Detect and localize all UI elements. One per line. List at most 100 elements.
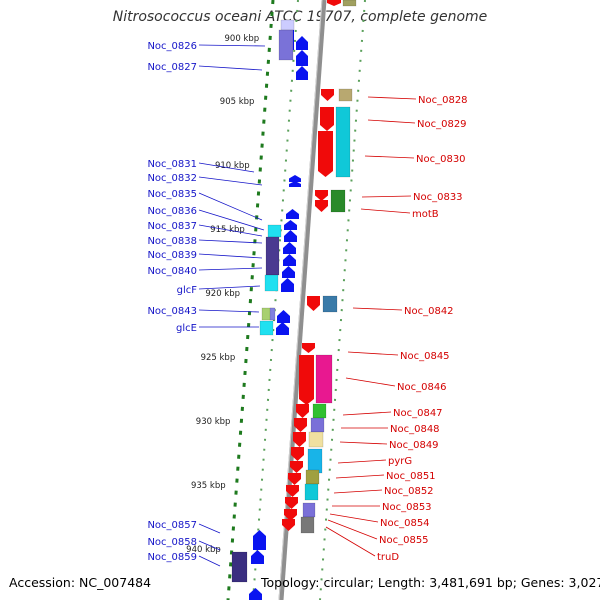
label-leader-left [198, 162, 255, 173]
topology-label: Topology: circular; Length: 3,481,691 bp… [261, 575, 600, 590]
gene-block-steel [322, 295, 338, 313]
gene-block-purple [278, 29, 294, 61]
label-leader-right [367, 96, 417, 100]
gene-arrow-red [288, 473, 301, 485]
gene-arrow-blue [283, 254, 296, 266]
gene-label-right: Noc_0848 [390, 424, 440, 435]
label-leader-right [337, 459, 387, 464]
label-leader-left [198, 267, 263, 271]
gene-arrow-blue [284, 230, 297, 242]
gene-label-right: Noc_0846 [397, 382, 447, 393]
label-leader-right [360, 208, 411, 214]
gene-arrow-red [291, 447, 304, 461]
gene-block-cyan [304, 483, 319, 501]
gene-label-right: Noc_0851 [386, 471, 436, 482]
gene-block-olive [342, 0, 357, 7]
scale-label: 910 kbp [215, 161, 250, 171]
gene-label-left: Noc_0826 [147, 41, 197, 52]
gene-block-cyan [267, 224, 282, 238]
label-leader-right [327, 519, 378, 540]
gene-block-green [330, 189, 346, 213]
gene-block-tan [338, 88, 353, 102]
gene-label-left: Noc_0857 [147, 520, 197, 531]
scale-label: 930 kbp [196, 417, 231, 427]
scale-label: 935 kbp [191, 481, 226, 491]
gene-label-left: Noc_0843 [147, 306, 197, 317]
gene-label-right: Noc_0854 [380, 518, 430, 529]
gene-arrow-blue [286, 209, 299, 219]
gene-arrow-red [321, 89, 334, 101]
gene-arrow-red [307, 296, 320, 311]
gene-label-right: Noc_0849 [389, 440, 439, 451]
label-leader-left [198, 540, 221, 551]
gene-label-right: Noc_0828 [418, 95, 468, 106]
gene-label-left: Noc_0838 [147, 236, 197, 247]
gene-arrow-blue [277, 310, 290, 323]
gene-label-left: Noc_0832 [147, 173, 197, 184]
scale-label: 900 kbp [225, 34, 260, 44]
gene-label-left: Noc_0837 [147, 221, 197, 232]
gene-arrow-red [282, 519, 295, 531]
gene-arrow-blue [289, 175, 301, 182]
gene-label-right: truD [377, 552, 399, 563]
gene-label-right: Noc_0853 [382, 502, 432, 513]
label-leader-right [352, 307, 403, 311]
label-leader-right [367, 119, 416, 124]
label-leader-right [347, 351, 399, 356]
gene-label-right: Noc_0847 [393, 408, 443, 419]
gene-arrow-red [293, 432, 306, 447]
gene-block-purple [310, 417, 325, 433]
scale-ruler [226, 0, 275, 600]
label-leader-right [335, 474, 385, 479]
label-leader-left [198, 176, 263, 186]
gene-block-lavender [269, 307, 276, 321]
gene-arrow-blue [281, 278, 294, 292]
label-leader-left [198, 65, 263, 71]
label-leader-left [198, 224, 263, 237]
gene-arrow-red [318, 131, 333, 177]
gene-arrow-red [286, 485, 299, 497]
label-leader-left [198, 555, 221, 567]
gene-block-cyan [335, 106, 351, 178]
label-leader-left [198, 285, 261, 290]
gene-block-cyan [259, 320, 274, 336]
label-leader-left [198, 209, 265, 231]
gene-label-left: Noc_0859 [147, 552, 197, 563]
gene-block-sky [307, 448, 323, 474]
track-guide-0 [252, 0, 299, 600]
gene-arrow-red [294, 418, 307, 432]
accession-label: Accession: NC_007484 [9, 575, 152, 590]
gene-block-purple [302, 502, 316, 518]
gene-label-right: Noc_0829 [417, 119, 467, 130]
gene-block-magenta [315, 354, 333, 404]
gene-label-right: Noc_0852 [384, 486, 434, 497]
gene-label-right: Noc_0842 [404, 306, 454, 317]
label-leader-right [339, 441, 388, 445]
label-leader-right [342, 411, 392, 416]
gene-block-gray [300, 516, 315, 534]
gene-arrow-blue [282, 266, 295, 278]
gene-arrow-blue [253, 530, 266, 550]
gene-block-green [312, 403, 327, 419]
gene-arrow-red [315, 190, 328, 201]
gene-arrow-blue [276, 322, 289, 335]
gene-label-right: motB [412, 209, 439, 220]
gene-label-right: pyrG [388, 456, 412, 467]
label-leader-left [198, 239, 263, 244]
gene-label-left: Noc_0836 [147, 206, 197, 217]
gene-label-right: Noc_0845 [400, 351, 450, 362]
gene-arrow-blue [283, 242, 296, 254]
scale-label: 940 kbp [186, 545, 221, 555]
gene-label-left: Noc_0831 [147, 159, 197, 170]
label-leader-left [198, 44, 266, 47]
gene-block-lavender [280, 19, 295, 31]
scale-label: 920 kbp [205, 289, 240, 299]
gene-arrow-blue [249, 588, 262, 600]
gene-arrow-red [302, 343, 315, 353]
scale-label: 905 kbp [220, 97, 255, 107]
gene-arrow-red [296, 404, 309, 418]
gene-arrow-blue [296, 36, 308, 50]
label-leader-right [361, 195, 412, 198]
label-leader-left [198, 309, 260, 313]
